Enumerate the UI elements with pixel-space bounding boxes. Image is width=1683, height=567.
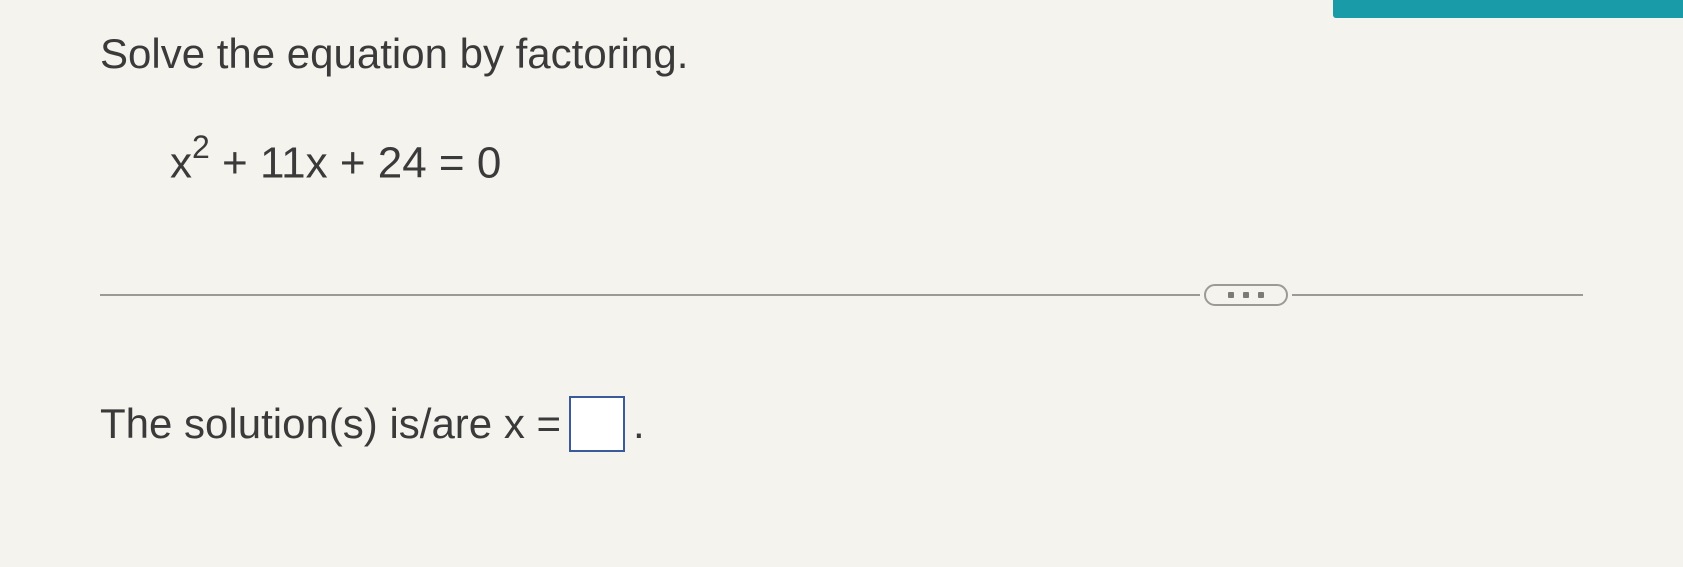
equation-exponent: 2 <box>192 129 210 165</box>
answer-row: The solution(s) is/are x = . <box>100 396 1583 452</box>
equation-var: x <box>170 139 192 188</box>
more-options-button[interactable] <box>1204 284 1288 306</box>
divider-line-left <box>100 294 1200 296</box>
header-accent-bar <box>1333 0 1683 18</box>
problem-content: Solve the equation by factoring. x2 + 11… <box>0 0 1683 452</box>
answer-input[interactable] <box>569 396 625 452</box>
instruction-text: Solve the equation by factoring. <box>100 30 1583 78</box>
equation-display: x2 + 11x + 24 = 0 <box>170 133 1583 189</box>
divider-line-right <box>1292 294 1583 296</box>
answer-period: . <box>633 400 645 448</box>
ellipsis-icon <box>1228 292 1264 298</box>
answer-prompt: The solution(s) is/are x = <box>100 400 561 448</box>
equation-terms: + 11x + 24 = 0 <box>210 139 502 188</box>
section-divider <box>100 284 1583 306</box>
